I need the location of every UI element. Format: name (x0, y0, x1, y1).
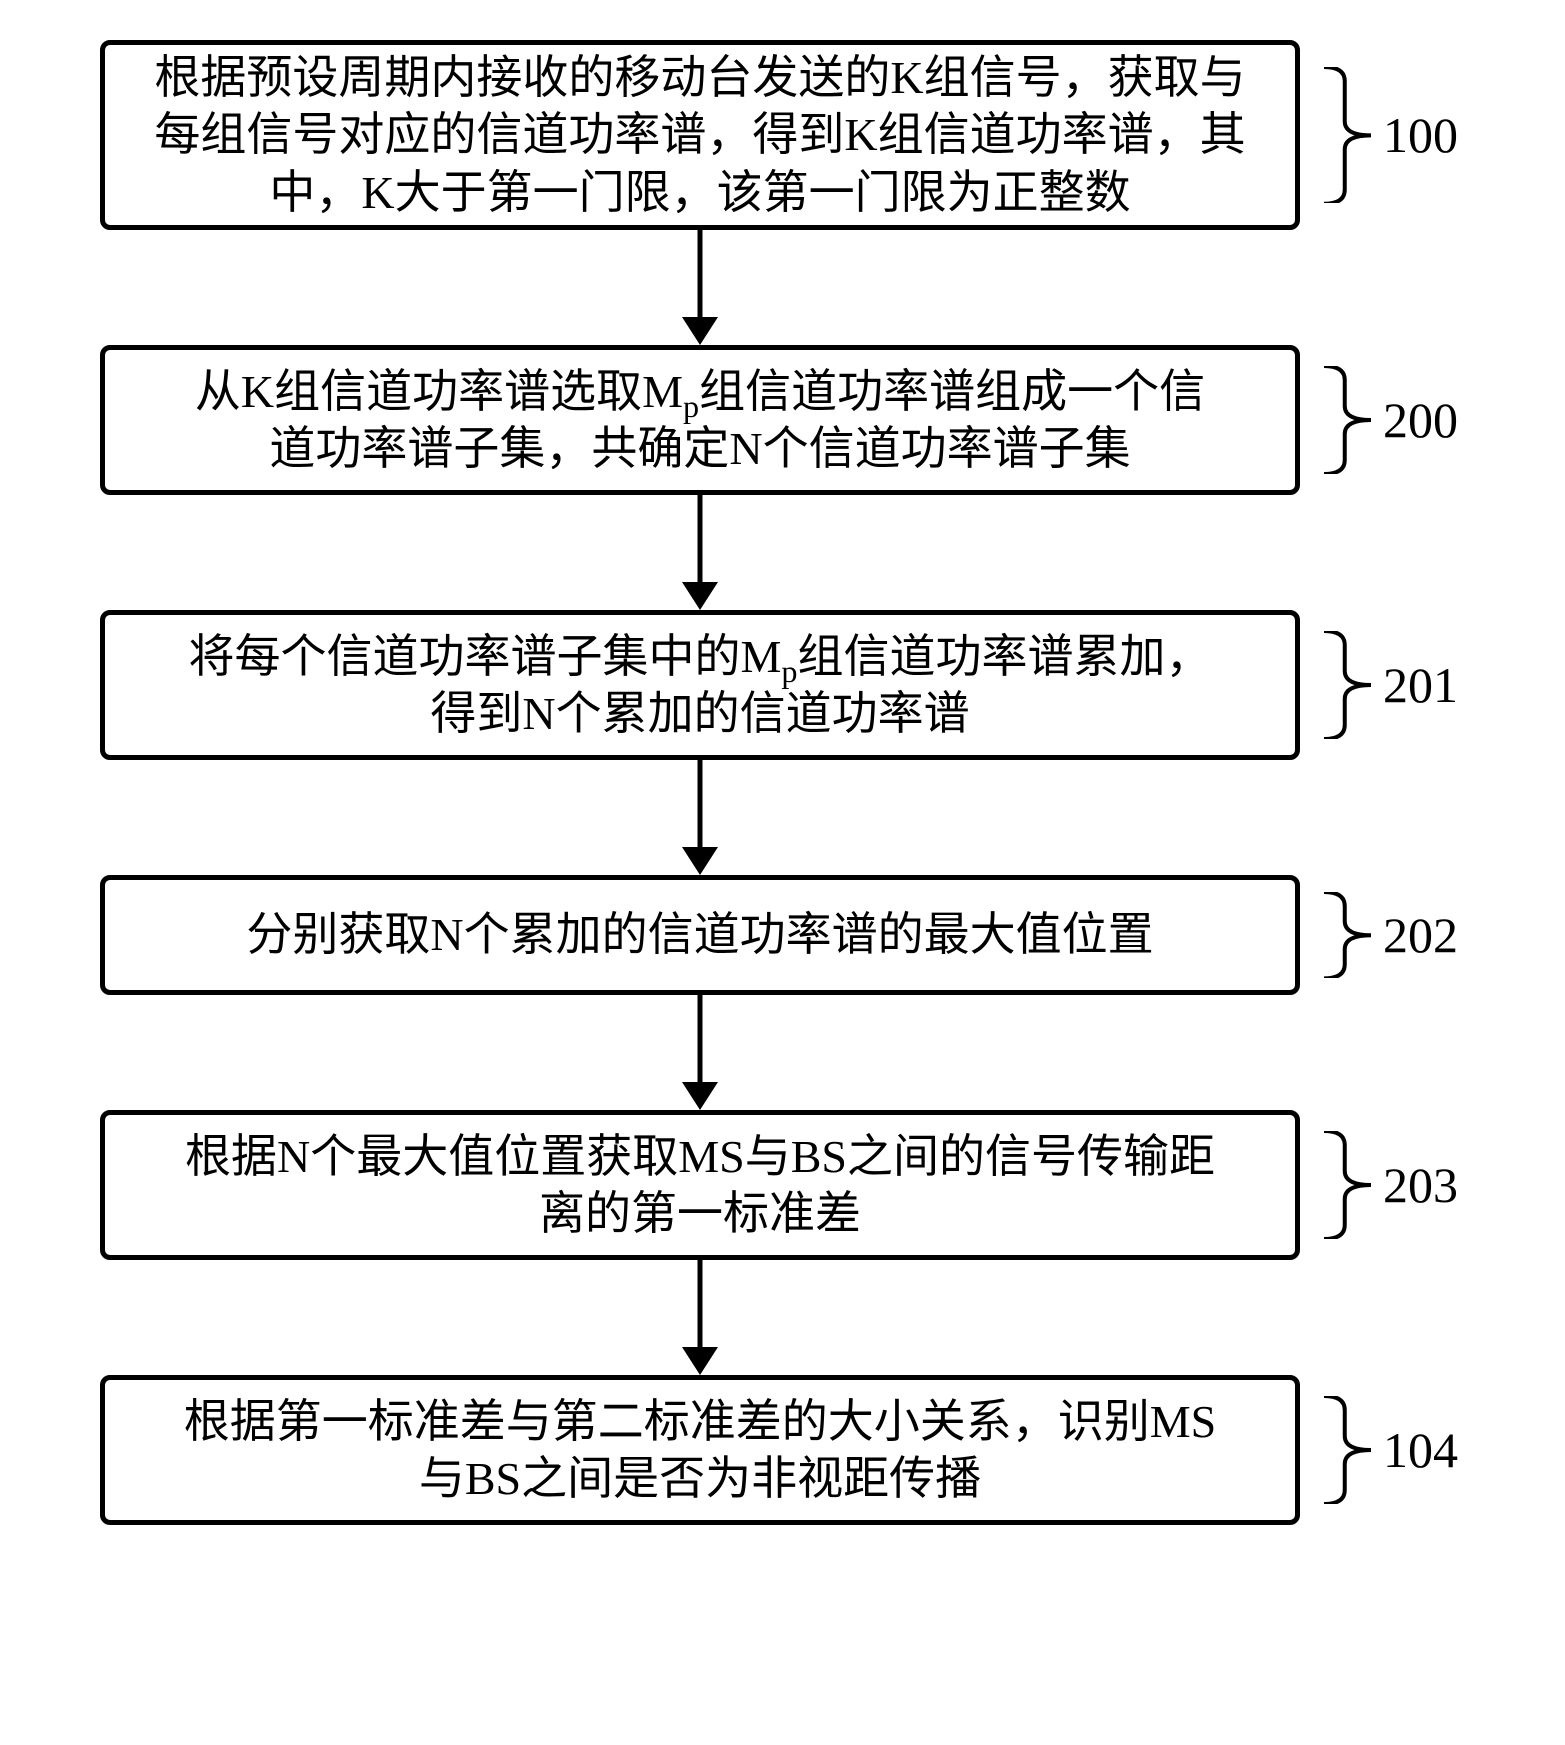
flow-step-row: 分别获取N个累加的信道功率谱的最大值位置 202 (60, 875, 1505, 995)
flow-step-text: 根据第一标准差与第二标准差的大小关系，识别MS与BS之间是否为非视距传播 (184, 1393, 1216, 1508)
flow-step-label: 201 (1383, 656, 1458, 714)
arrow-down-icon (670, 760, 730, 875)
curly-bracket-icon (1320, 366, 1375, 474)
arrow-down-icon (670, 1260, 730, 1375)
flow-step-box-201: 将每个信道功率谱子集中的Mp组信道功率谱累加，得到N个累加的信道功率谱 (100, 610, 1300, 760)
flow-connector (100, 1260, 1300, 1375)
flow-step-row: 将每个信道功率谱子集中的Mp组信道功率谱累加，得到N个累加的信道功率谱 201 (60, 610, 1505, 760)
flow-step-row: 根据第一标准差与第二标准差的大小关系，识别MS与BS之间是否为非视距传播 104 (60, 1375, 1505, 1525)
curly-bracket-icon (1320, 1396, 1375, 1504)
arrow-down-icon (670, 995, 730, 1110)
flow-connector (100, 495, 1300, 610)
flow-step-text: 分别获取N个累加的信道功率谱的最大值位置 (246, 906, 1153, 964)
flow-step-label: 100 (1383, 106, 1458, 164)
flow-step-row: 根据N个最大值位置获取MS与BS之间的信号传输距离的第一标准差 203 (60, 1110, 1505, 1260)
flow-step-text: 根据N个最大值位置获取MS与BS之间的信号传输距离的第一标准差 (185, 1128, 1215, 1243)
flow-step-box-104: 根据第一标准差与第二标准差的大小关系，识别MS与BS之间是否为非视距传播 (100, 1375, 1300, 1525)
flow-step-label: 202 (1383, 906, 1458, 964)
flow-step-box-100: 根据预设周期内接收的移动台发送的K组信号，获取与每组信号对应的信道功率谱，得到K… (100, 40, 1300, 230)
flow-connector (100, 230, 1300, 345)
flow-step-row: 从K组信道功率谱选取Mp组信道功率谱组成一个信道功率谱子集，共确定N个信道功率谱… (60, 345, 1505, 495)
curly-bracket-icon (1320, 892, 1375, 978)
flow-step-text: 根据预设周期内接收的移动台发送的K组信号，获取与每组信号对应的信道功率谱，得到K… (154, 49, 1245, 222)
arrow-down-icon (670, 495, 730, 610)
curly-bracket-icon (1320, 67, 1375, 204)
flowchart-container: 根据预设周期内接收的移动台发送的K组信号，获取与每组信号对应的信道功率谱，得到K… (60, 40, 1505, 1525)
curly-bracket-icon (1320, 1131, 1375, 1239)
flow-step-box-203: 根据N个最大值位置获取MS与BS之间的信号传输距离的第一标准差 (100, 1110, 1300, 1260)
flow-step-text: 从K组信道功率谱选取Mp组信道功率谱组成一个信道功率谱子集，共确定N个信道功率谱… (195, 363, 1205, 478)
flow-step-row: 根据预设周期内接收的移动台发送的K组信号，获取与每组信号对应的信道功率谱，得到K… (60, 40, 1505, 230)
curly-bracket-icon (1320, 631, 1375, 739)
flow-step-box-202: 分别获取N个累加的信道功率谱的最大值位置 (100, 875, 1300, 995)
flow-step-box-200: 从K组信道功率谱选取Mp组信道功率谱组成一个信道功率谱子集，共确定N个信道功率谱… (100, 345, 1300, 495)
flow-connector (100, 760, 1300, 875)
flow-connector (100, 995, 1300, 1110)
arrow-down-icon (670, 230, 730, 345)
flow-step-label: 203 (1383, 1156, 1458, 1214)
flow-step-label: 200 (1383, 391, 1458, 449)
flow-step-label: 104 (1383, 1421, 1458, 1479)
flow-step-text: 将每个信道功率谱子集中的Mp组信道功率谱累加，得到N个累加的信道功率谱 (189, 628, 1212, 743)
